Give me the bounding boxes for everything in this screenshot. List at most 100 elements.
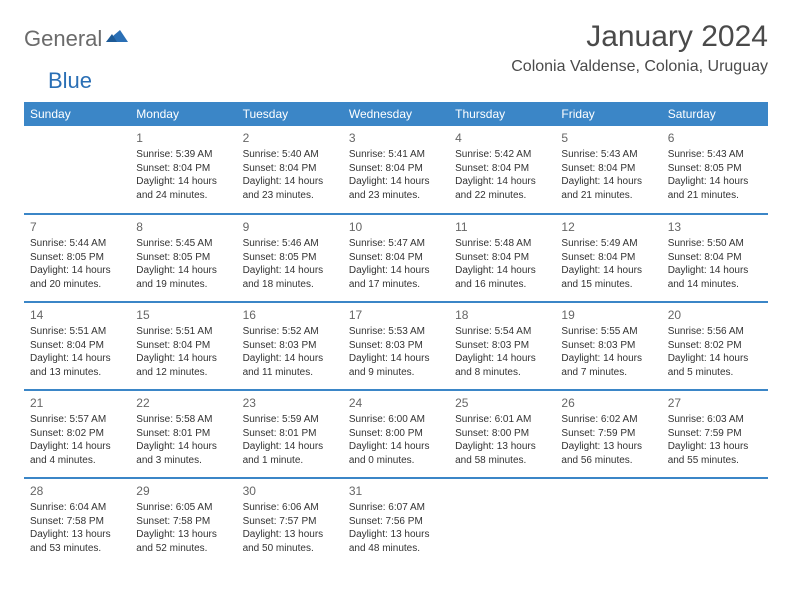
day-number: 24 (349, 395, 443, 411)
sunset-text: Sunset: 8:03 PM (243, 339, 337, 353)
calendar-day-cell: 1Sunrise: 5:39 AMSunset: 8:04 PMDaylight… (130, 126, 236, 214)
sunrise-text: Sunrise: 5:55 AM (561, 325, 655, 339)
daylight-text: Daylight: 14 hours and 12 minutes. (136, 352, 230, 379)
calendar-day-cell: 31Sunrise: 6:07 AMSunset: 7:56 PMDayligh… (343, 478, 449, 566)
sunrise-text: Sunrise: 5:47 AM (349, 237, 443, 251)
weekday-header: Wednesday (343, 102, 449, 126)
calendar-week-row: 28Sunrise: 6:04 AMSunset: 7:58 PMDayligh… (24, 478, 768, 566)
calendar-day-cell: 10Sunrise: 5:47 AMSunset: 8:04 PMDayligh… (343, 214, 449, 302)
sunrise-text: Sunrise: 6:05 AM (136, 501, 230, 515)
logo: General (24, 20, 130, 52)
daylight-text: Daylight: 14 hours and 16 minutes. (455, 264, 549, 291)
weekday-header: Sunday (24, 102, 130, 126)
daylight-text: Daylight: 14 hours and 22 minutes. (455, 175, 549, 202)
calendar-day-cell: 20Sunrise: 5:56 AMSunset: 8:02 PMDayligh… (662, 302, 768, 390)
sunrise-text: Sunrise: 5:50 AM (668, 237, 762, 251)
calendar-day-cell (24, 126, 130, 214)
daylight-text: Daylight: 14 hours and 21 minutes. (668, 175, 762, 202)
day-number: 5 (561, 130, 655, 146)
weekday-header: Tuesday (237, 102, 343, 126)
calendar-day-cell: 12Sunrise: 5:49 AMSunset: 8:04 PMDayligh… (555, 214, 661, 302)
sunset-text: Sunset: 8:01 PM (243, 427, 337, 441)
sunrise-text: Sunrise: 5:59 AM (243, 413, 337, 427)
calendar-day-cell: 5Sunrise: 5:43 AMSunset: 8:04 PMDaylight… (555, 126, 661, 214)
sunrise-text: Sunrise: 6:00 AM (349, 413, 443, 427)
calendar-day-cell (555, 478, 661, 566)
weekday-header: Saturday (662, 102, 768, 126)
day-number: 7 (30, 219, 124, 235)
calendar-day-cell: 30 Sunrise: 6:06 AMSunset: 7:57 PMDayligh… (237, 478, 343, 566)
sunset-text: Sunset: 8:03 PM (561, 339, 655, 353)
calendar-day-cell: 24Sunrise: 6:00 AMSunset: 8:00 PMDayligh… (343, 390, 449, 478)
sunset-text: Sunset: 8:04 PM (136, 339, 230, 353)
sunrise-text: Sunrise: 5:56 AM (668, 325, 762, 339)
sunrise-text: Sunrise: 5:51 AM (30, 325, 124, 339)
daylight-text: Daylight: 14 hours and 7 minutes. (561, 352, 655, 379)
day-number: 10 (349, 219, 443, 235)
sunset-text: Sunset: 8:00 PM (455, 427, 549, 441)
day-number: 6 (668, 130, 762, 146)
day-number: 9 (243, 219, 337, 235)
daylight-text: Daylight: 13 hours and 53 minutes. (30, 528, 124, 555)
sunset-text: Sunset: 8:02 PM (30, 427, 124, 441)
sunset-text: Sunset: 8:00 PM (349, 427, 443, 441)
calendar-day-cell: 18Sunrise: 5:54 AMSunset: 8:03 PMDayligh… (449, 302, 555, 390)
sunset-text: Sunset: 7:59 PM (668, 427, 762, 441)
sunset-text: Sunset: 8:05 PM (668, 162, 762, 176)
daylight-text: Daylight: 14 hours and 1 minute. (243, 440, 337, 467)
sunset-text: Sunset: 7:56 PM (349, 515, 443, 529)
sunset-text: Sunset: 8:04 PM (668, 251, 762, 265)
day-number: 30 (243, 483, 337, 499)
calendar-day-cell: 29Sunrise: 6:05 AMSunset: 7:58 PMDayligh… (130, 478, 236, 566)
calendar-day-cell: 3Sunrise: 5:41 AMSunset: 8:04 PMDaylight… (343, 126, 449, 214)
calendar-day-cell: 11Sunrise: 5:48 AMSunset: 8:04 PMDayligh… (449, 214, 555, 302)
calendar-day-cell: 2Sunrise: 5:40 AMSunset: 8:04 PMDaylight… (237, 126, 343, 214)
calendar-day-cell: 28Sunrise: 6:04 AMSunset: 7:58 PMDayligh… (24, 478, 130, 566)
sunrise-text: Sunrise: 5:43 AM (668, 148, 762, 162)
calendar-day-cell: 4Sunrise: 5:42 AMSunset: 8:04 PMDaylight… (449, 126, 555, 214)
calendar-day-cell: 16Sunrise: 5:52 AMSunset: 8:03 PMDayligh… (237, 302, 343, 390)
calendar-week-row: 1Sunrise: 5:39 AMSunset: 8:04 PMDaylight… (24, 126, 768, 214)
sunrise-text: Sunrise: 5:39 AM (136, 148, 230, 162)
day-number: 23 (243, 395, 337, 411)
daylight-text: Daylight: 13 hours and 48 minutes. (349, 528, 443, 555)
sunset-text: Sunset: 7:57 PM (243, 515, 337, 529)
daylight-text: Daylight: 14 hours and 20 minutes. (30, 264, 124, 291)
day-number: 16 (243, 307, 337, 323)
flag-icon (106, 28, 128, 51)
day-number: 20 (668, 307, 762, 323)
day-number: 12 (561, 219, 655, 235)
sunrise-text: Sunrise: 5:46 AM (243, 237, 337, 251)
sunrise-text: Sunrise: 6:03 AM (668, 413, 762, 427)
daylight-text: Daylight: 14 hours and 3 minutes. (136, 440, 230, 467)
sunset-text: Sunset: 8:05 PM (30, 251, 124, 265)
day-number: 4 (455, 130, 549, 146)
day-number: 21 (30, 395, 124, 411)
daylight-text: Daylight: 13 hours and 56 minutes. (561, 440, 655, 467)
sunset-text: Sunset: 7:59 PM (561, 427, 655, 441)
day-number: 18 (455, 307, 549, 323)
sunrise-text: Sunrise: 5:41 AM (349, 148, 443, 162)
daylight-text: Daylight: 14 hours and 24 minutes. (136, 175, 230, 202)
calendar-day-cell: 22Sunrise: 5:58 AMSunset: 8:01 PMDayligh… (130, 390, 236, 478)
calendar-week-row: 21Sunrise: 5:57 AMSunset: 8:02 PMDayligh… (24, 390, 768, 478)
sunset-text: Sunset: 8:04 PM (243, 162, 337, 176)
sunrise-text: Sunrise: 6:06 AM (243, 501, 337, 515)
logo-text-blue: Blue (48, 68, 92, 94)
calendar-day-cell: 26Sunrise: 6:02 AMSunset: 7:59 PMDayligh… (555, 390, 661, 478)
day-number: 19 (561, 307, 655, 323)
sunset-text: Sunset: 8:04 PM (30, 339, 124, 353)
sunset-text: Sunset: 7:58 PM (136, 515, 230, 529)
sunrise-text: Sunrise: 5:48 AM (455, 237, 549, 251)
calendar-week-row: 7Sunrise: 5:44 AMSunset: 8:05 PMDaylight… (24, 214, 768, 302)
sunrise-text: Sunrise: 5:51 AM (136, 325, 230, 339)
weekday-header-row: Sunday Monday Tuesday Wednesday Thursday… (24, 102, 768, 126)
sunset-text: Sunset: 8:04 PM (349, 251, 443, 265)
daylight-text: Daylight: 13 hours and 52 minutes. (136, 528, 230, 555)
sunrise-text: Sunrise: 5:40 AM (243, 148, 337, 162)
calendar-day-cell: 23 Sunrise: 5:59 AMSunset: 8:01 PMDayligh… (237, 390, 343, 478)
daylight-text: Daylight: 14 hours and 8 minutes. (455, 352, 549, 379)
daylight-text: Daylight: 13 hours and 50 minutes. (243, 528, 337, 555)
sunrise-text: Sunrise: 5:44 AM (30, 237, 124, 251)
daylight-text: Daylight: 14 hours and 4 minutes. (30, 440, 124, 467)
